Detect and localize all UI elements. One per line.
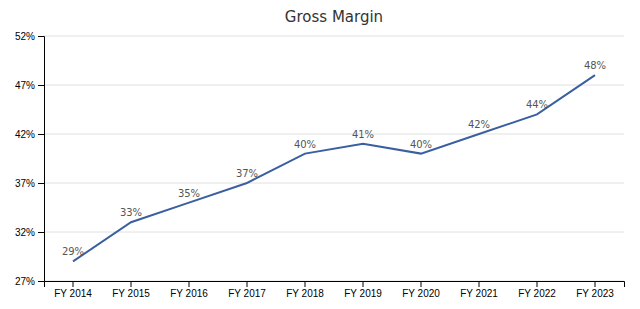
y-axis-line <box>38 37 45 282</box>
y-tick-mark <box>38 36 44 37</box>
data-label: 29% <box>62 246 84 257</box>
line <box>73 75 595 261</box>
grid-line <box>44 85 624 86</box>
x-tick-mark <box>247 281 248 287</box>
chart: Gross Margin27%32%37%42%47%52%FY 2014FY … <box>0 0 640 309</box>
y-tick-mark <box>38 183 44 184</box>
data-label: 33% <box>120 207 142 218</box>
title: Gross Margin <box>285 8 383 26</box>
x-tick: FY 2016 <box>170 281 208 299</box>
grid-line <box>44 232 624 233</box>
y-tick: 32% <box>15 227 44 238</box>
y-axis: 27% 32% 37% 42% 47% 52% <box>15 31 45 287</box>
grid-line <box>44 183 624 184</box>
x-tick-label: FY 2023 <box>576 288 614 299</box>
x-tick: FY 2019 <box>344 281 382 299</box>
x-tick: FY 2021 <box>460 281 498 299</box>
x-tick-mark <box>537 281 538 287</box>
y-tick-label: 47% <box>15 80 35 91</box>
x-tick-label: FY 2022 <box>518 288 556 299</box>
x-tick: FY 2018 <box>286 281 324 299</box>
x-tick: FY 2014 <box>54 281 92 299</box>
y-tick: 37% <box>15 178 44 189</box>
x-tick: FY 2020 <box>402 281 440 299</box>
data-label: 37% <box>236 168 258 179</box>
data-label: 48% <box>584 60 606 71</box>
x-tick-label: FY 2020 <box>402 288 440 299</box>
x-tick-mark <box>305 281 306 287</box>
x-tick-label: FY 2018 <box>286 288 324 299</box>
x-tick-mark <box>73 281 74 287</box>
x-tick: FY 2015 <box>112 281 150 299</box>
grid <box>44 36 624 281</box>
y-tick-label: 37% <box>15 178 35 189</box>
x-tick-label: FY 2016 <box>170 288 208 299</box>
data-label: 44% <box>526 99 548 110</box>
data-label: 40% <box>294 139 316 150</box>
y-tick-label: 32% <box>15 227 35 238</box>
y-tick-label: 42% <box>15 129 35 140</box>
data-labels: 29% 33% 35% 37% 40% 41% 40% 42% 44% 48% <box>62 60 606 257</box>
y-tick: 42% <box>15 129 44 140</box>
y-tick-mark <box>38 134 44 135</box>
x-tick-mark <box>595 281 596 287</box>
x-tick-mark <box>363 281 364 287</box>
x-tick-label: FY 2014 <box>54 288 92 299</box>
x-axis-line <box>45 282 625 288</box>
y-tick-label: 52% <box>15 31 35 42</box>
x-tick: FY 2022 <box>518 281 556 299</box>
x-tick-label: FY 2019 <box>344 288 382 299</box>
x-tick-mark <box>131 281 132 287</box>
x-tick: FY 2023 <box>576 281 614 299</box>
x-tick-mark <box>421 281 422 287</box>
x-tick-label: FY 2017 <box>228 288 266 299</box>
data-label: 35% <box>178 188 200 199</box>
y-tick-mark <box>38 281 44 282</box>
y-tick-label: 27% <box>15 276 35 287</box>
x-tick-mark <box>189 281 190 287</box>
data-label: 40% <box>410 139 432 150</box>
x-tick-mark <box>479 281 480 287</box>
x-tick-label: FY 2015 <box>112 288 150 299</box>
y-tick: 47% <box>15 80 44 91</box>
y-tick: 52% <box>15 31 44 42</box>
y-tick: 27% <box>15 276 44 287</box>
data-label: 41% <box>352 129 374 140</box>
x-tick: FY 2017 <box>228 281 266 299</box>
y-tick-mark <box>38 85 44 86</box>
plot: 27%32%37%42%47%52%FY 2014FY 2015FY 2016F… <box>15 31 625 299</box>
grid-line <box>44 134 624 135</box>
x-tick-label: FY 2021 <box>460 288 498 299</box>
data-label: 42% <box>468 119 490 130</box>
marks <box>73 75 595 261</box>
grid-line <box>44 36 624 37</box>
x-axis: FY 2014 FY 2015 FY 2016 FY 2017 FY 2018 FY 20… <box>45 281 625 299</box>
y-tick-mark <box>38 232 44 233</box>
